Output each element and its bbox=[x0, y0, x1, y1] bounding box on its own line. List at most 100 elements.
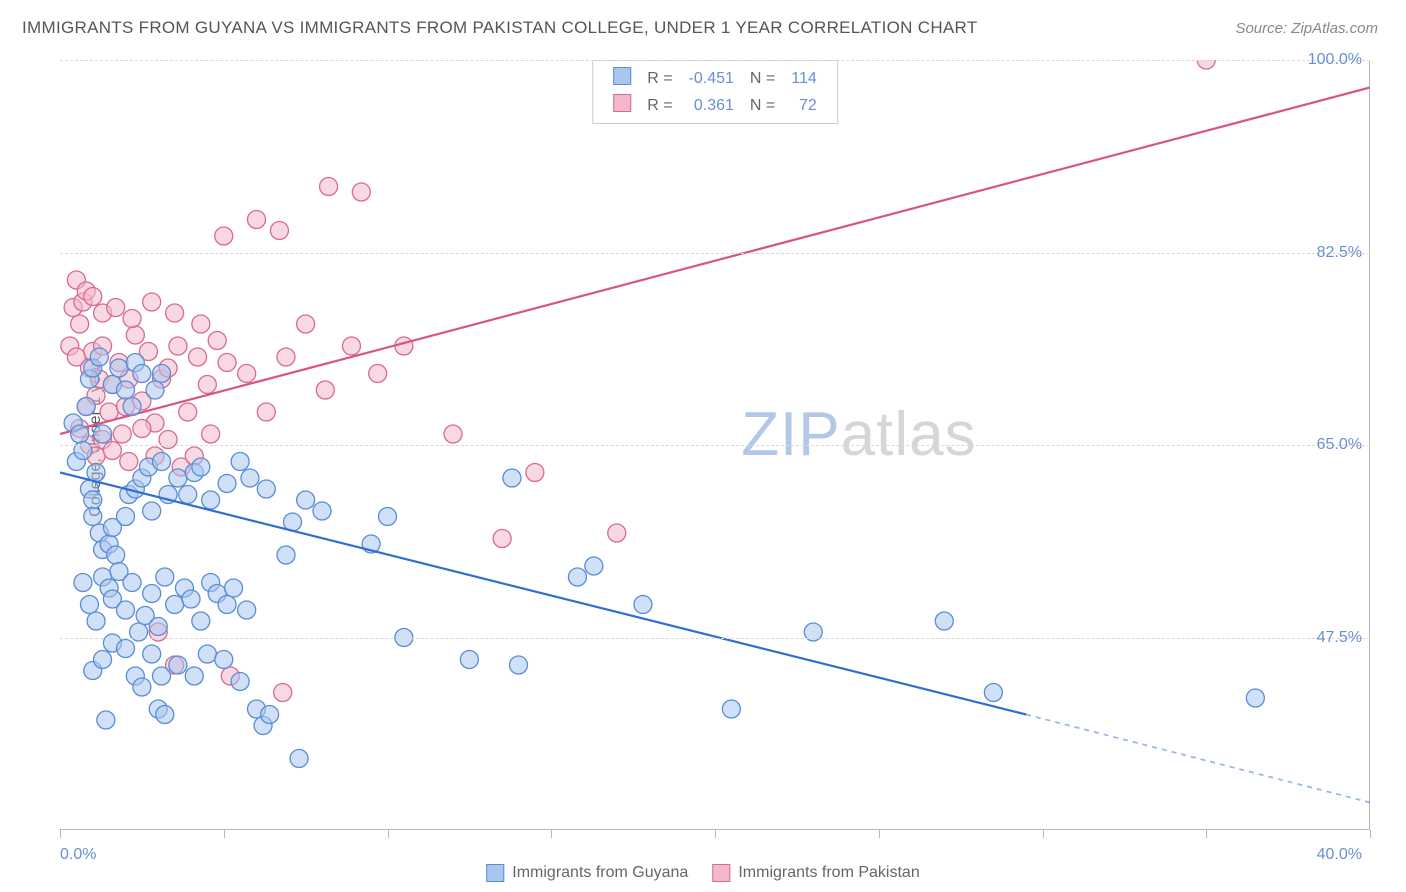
scatter-point bbox=[208, 332, 226, 350]
scatter-point bbox=[94, 568, 112, 586]
legend-item-a: Immigrants from Guyana bbox=[486, 864, 688, 882]
scatter-point bbox=[80, 480, 98, 498]
scatter-point bbox=[77, 282, 95, 300]
scatter-point bbox=[277, 348, 295, 366]
scatter-point bbox=[503, 469, 521, 487]
scatter-point bbox=[284, 513, 302, 531]
scatter-point bbox=[103, 376, 121, 394]
scatter-point bbox=[100, 579, 118, 597]
scatter-point bbox=[100, 535, 118, 553]
legend-r-label: R = bbox=[639, 65, 680, 92]
scatter-point bbox=[192, 458, 210, 476]
scatter-point bbox=[90, 370, 108, 388]
scatter-point bbox=[225, 579, 243, 597]
scatter-point bbox=[126, 667, 144, 685]
scatter-point bbox=[175, 579, 193, 597]
scatter-point bbox=[218, 596, 236, 614]
scatter-point bbox=[139, 343, 157, 361]
scatter-point bbox=[67, 453, 85, 471]
grid-line bbox=[60, 638, 1370, 639]
scatter-point bbox=[179, 403, 197, 421]
scatter-point bbox=[143, 585, 161, 603]
scatter-point bbox=[133, 392, 151, 410]
scatter-point bbox=[166, 304, 184, 322]
scatter-point bbox=[202, 574, 220, 592]
scatter-point bbox=[149, 700, 167, 718]
watermark: ZIPatlas bbox=[741, 399, 976, 470]
scatter-point bbox=[87, 464, 105, 482]
scatter-point bbox=[80, 359, 98, 377]
scatter-point bbox=[149, 618, 167, 636]
trend-line bbox=[60, 88, 1370, 435]
scatter-point bbox=[153, 667, 171, 685]
scatter-point bbox=[84, 491, 102, 509]
scatter-point bbox=[290, 750, 308, 768]
scatter-point bbox=[107, 546, 125, 564]
xtick bbox=[551, 830, 552, 838]
ytick-label: 82.5% bbox=[1317, 244, 1362, 262]
scatter-point bbox=[64, 299, 82, 317]
scatter-point bbox=[90, 524, 108, 542]
xtick bbox=[388, 830, 389, 838]
legend-label-a: Immigrants from Guyana bbox=[512, 864, 688, 882]
legend-n-label: N = bbox=[742, 65, 783, 92]
scatter-point bbox=[64, 414, 82, 432]
scatter-point bbox=[80, 370, 98, 388]
scatter-point bbox=[510, 656, 528, 674]
scatter-point bbox=[71, 420, 89, 438]
scatter-point bbox=[444, 425, 462, 443]
scatter-point bbox=[169, 469, 187, 487]
scatter-point bbox=[146, 447, 164, 465]
scatter-point bbox=[261, 706, 279, 724]
scatter-point bbox=[67, 271, 85, 289]
grid-line bbox=[60, 445, 1370, 446]
legend-r-a: -0.451 bbox=[681, 65, 742, 92]
scatter-point bbox=[218, 475, 236, 493]
scatter-point bbox=[608, 524, 626, 542]
scatter-point bbox=[169, 337, 187, 355]
legend-n-a: 114 bbox=[783, 65, 825, 92]
scatter-point bbox=[238, 365, 256, 383]
scatter-point bbox=[100, 403, 118, 421]
scatter-point bbox=[156, 706, 174, 724]
scatter-point bbox=[316, 381, 334, 399]
correlation-legend-box: R = -0.451 N = 114 R = 0.361 N = 72 bbox=[592, 60, 838, 124]
scatter-point bbox=[97, 711, 115, 729]
scatter-point bbox=[67, 348, 85, 366]
scatter-point bbox=[231, 673, 249, 691]
scatter-point bbox=[156, 568, 174, 586]
scatter-point bbox=[169, 656, 187, 674]
scatter-point bbox=[231, 453, 249, 471]
watermark-atlas: atlas bbox=[841, 400, 977, 469]
scatter-point bbox=[313, 502, 331, 520]
x-max-label: 40.0% bbox=[1317, 846, 1362, 864]
scatter-point bbox=[159, 359, 177, 377]
scatter-point bbox=[192, 612, 210, 630]
scatter-point bbox=[270, 222, 288, 240]
scatter-point bbox=[146, 414, 164, 432]
scatter-point bbox=[139, 458, 157, 476]
scatter-point bbox=[110, 563, 128, 581]
scatter-point bbox=[238, 601, 256, 619]
scatter-point bbox=[320, 178, 338, 196]
scatter-point bbox=[257, 403, 275, 421]
xtick bbox=[879, 830, 880, 838]
scatter-point bbox=[110, 354, 128, 372]
chart-plot-area: ZIPatlas R = -0.451 N = 114 R = 0.361 N … bbox=[60, 60, 1370, 830]
scatter-point bbox=[133, 365, 151, 383]
source-attribution: Source: ZipAtlas.com bbox=[1235, 20, 1378, 37]
scatter-point bbox=[87, 387, 105, 405]
legend-row-a: R = -0.451 N = 114 bbox=[605, 65, 825, 92]
scatter-point bbox=[379, 508, 397, 526]
scatter-point bbox=[460, 651, 478, 669]
scatter-point bbox=[198, 376, 216, 394]
scatter-point bbox=[123, 398, 141, 416]
scatter-point bbox=[297, 491, 315, 509]
scatter-point bbox=[103, 376, 121, 394]
scatter-point bbox=[74, 293, 92, 311]
scatter-point bbox=[117, 508, 135, 526]
scatter-point bbox=[984, 684, 1002, 702]
scatter-point bbox=[94, 651, 112, 669]
scatter-point bbox=[146, 381, 164, 399]
watermark-zip: ZIP bbox=[741, 400, 840, 469]
